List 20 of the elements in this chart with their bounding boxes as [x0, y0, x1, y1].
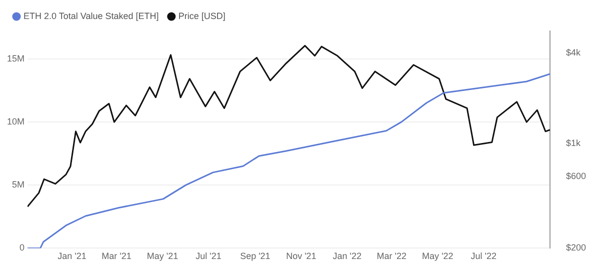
x-tick-label: Mar '22 [376, 251, 407, 262]
x-tick-label: May '22 [422, 251, 454, 262]
legend-label: Price [USD] [178, 10, 226, 21]
y-tick-label: 5M [12, 180, 25, 190]
y2-tick-label: $200 [566, 242, 586, 253]
y-tick-label: 0 [19, 242, 25, 253]
x-tick-label: Mar '21 [102, 251, 132, 262]
x-tick-label: Jul '22 [470, 251, 496, 262]
x-tick-label: Sep '21 [240, 251, 270, 262]
x-tick-label: Jul '21 [196, 251, 222, 262]
y2-tick-label: $4k [566, 47, 581, 58]
y2-tick-label: $600 [566, 171, 586, 182]
x-tick-label: Nov '21 [286, 251, 316, 262]
y2-tick-label: $1k [566, 138, 581, 148]
legend-label: ETH 2.0 Total Value Staked [ETH] [24, 10, 159, 21]
x-tick-label: Jan '22 [332, 251, 362, 262]
x-tick-label: Jan '21 [58, 251, 86, 262]
x-tick-label: May '21 [146, 251, 178, 262]
y-tick-label: 10M [6, 116, 25, 126]
y-tick-label: 15M [6, 53, 25, 64]
